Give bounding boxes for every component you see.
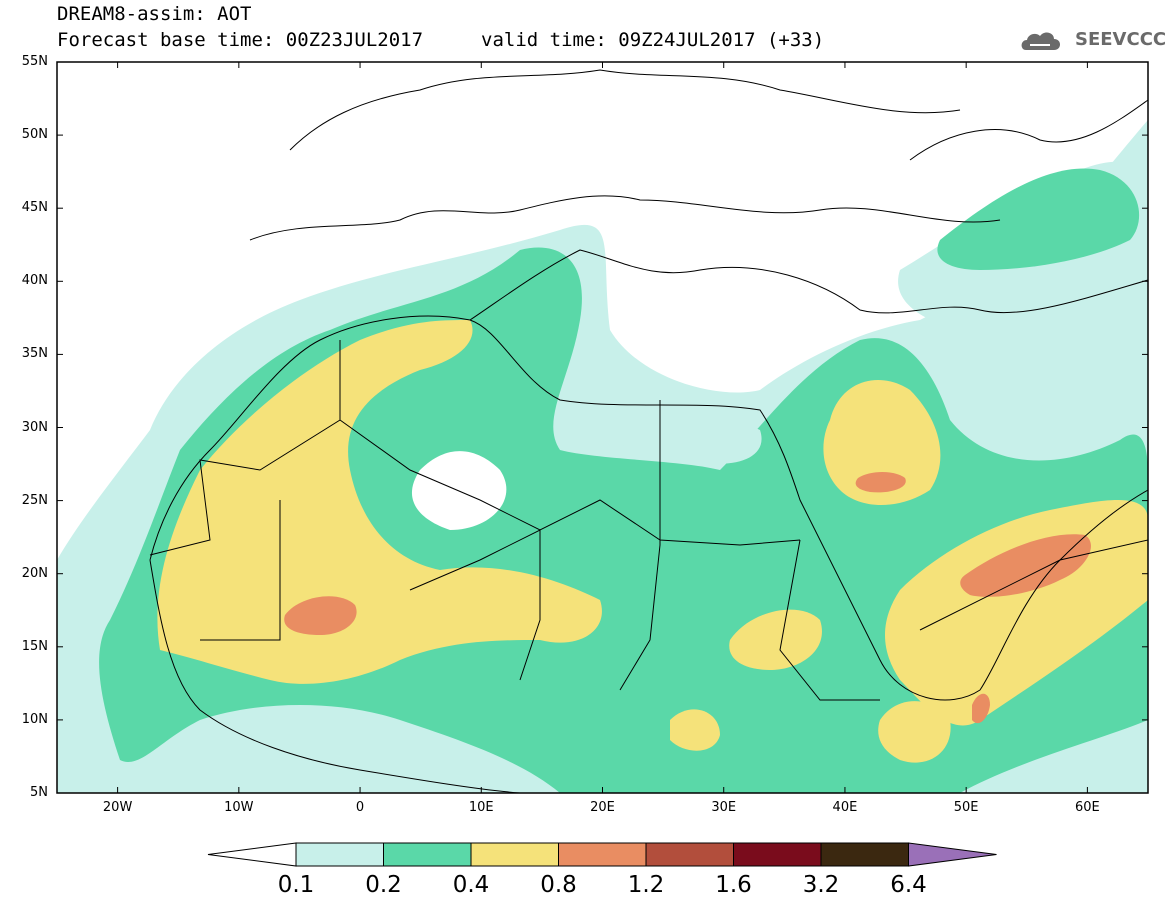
colorbar-swatch: [733, 842, 822, 867]
colorbar-swatch: [820, 842, 909, 867]
aot-0.2-north: [937, 168, 1140, 270]
colorbar-level-label: 0.8: [540, 872, 577, 898]
lat-label: 35N: [21, 346, 48, 362]
aot-0.8-mali: [284, 596, 357, 635]
colorbar-swatch: [470, 842, 559, 867]
lat-label: 20N: [21, 565, 48, 581]
aot-0.4-central: [670, 709, 720, 751]
lon-label: 50E: [953, 800, 979, 815]
lat-label: 45N: [21, 200, 48, 216]
valid-time: valid time: 09Z24JUL2017 (+33): [481, 29, 825, 51]
aot-0.8-oman: [960, 534, 1091, 597]
aot-0.4-west-africa: [157, 320, 602, 684]
logo-text: SEEVCCC: [1075, 29, 1165, 50]
colorbar-swatch: [383, 842, 472, 867]
colorbar-high-arrow: [908, 842, 997, 867]
map-title: DREAM8-assim: AOT: [57, 3, 252, 25]
lon-label: 20E: [590, 800, 615, 815]
lat-label: 25N: [21, 492, 48, 508]
colorbar-level-label: 6.4: [890, 872, 927, 898]
lat-label: 55N: [21, 54, 48, 69]
colorbar-level-label: 3.2: [802, 872, 840, 898]
cloud-logo-icon: [1021, 32, 1060, 50]
aot-0.8-somalia: [972, 693, 990, 724]
aot-0.4-arabia: [823, 380, 941, 505]
lon-label: 0: [355, 800, 365, 815]
aot-0.4-horn: [878, 701, 951, 763]
colorbar-level-label: 0.4: [452, 872, 490, 898]
lon-label: 10E: [468, 800, 494, 815]
base-time: Forecast base time: 00Z23JUL2017: [57, 29, 424, 51]
colorbar-level-label: 1.6: [715, 872, 752, 898]
axis-ticks: [57, 61, 1148, 794]
aot-0.4-sudan: [729, 609, 822, 670]
lat-label: 30N: [21, 419, 48, 435]
lat-label: 40N: [21, 273, 48, 289]
colorbar-swatch: [645, 842, 734, 867]
lon-label: 40E: [832, 800, 858, 815]
lon-label: 10W: [224, 800, 254, 815]
lon-label: 30E: [711, 800, 737, 815]
colorbar-level-label: 0.1: [277, 872, 315, 898]
aot-clear-egypt: [600, 409, 762, 464]
lat-label: 15N: [21, 638, 48, 654]
lat-label: 5N: [30, 785, 48, 800]
aot-fields: [57, 120, 1148, 793]
lat-label: 10N: [21, 711, 48, 727]
colorbar-level-label: 1.2: [627, 872, 665, 898]
colorbar-level-label: 0.2: [365, 872, 402, 898]
colorbar-swatch: [558, 842, 647, 867]
colorbar-swatch: [295, 842, 384, 867]
colorbar-low-arrow: [207, 842, 297, 867]
coastlines: [149, 69, 1148, 793]
lon-label: 60E: [1074, 800, 1100, 815]
lon-label: 20W: [102, 800, 133, 815]
aot-0.8-arabia: [855, 472, 906, 493]
colorbar: [207, 842, 997, 867]
lat-label: 50N: [21, 127, 48, 143]
